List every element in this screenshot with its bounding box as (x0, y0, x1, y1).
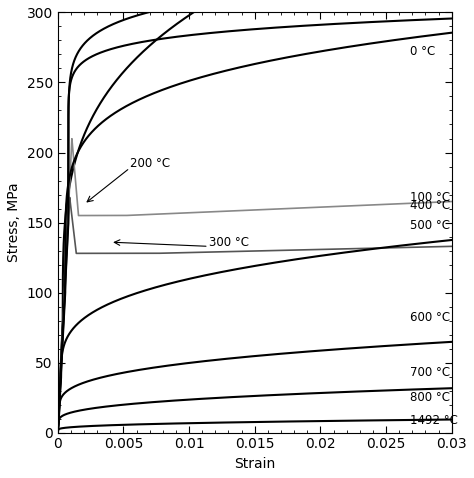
Text: 1492 °C: 1492 °C (410, 413, 457, 426)
Text: 500 °C: 500 °C (410, 219, 450, 232)
Text: 700 °C: 700 °C (410, 366, 450, 379)
Text: 400 °C: 400 °C (410, 199, 450, 212)
Text: 300 °C: 300 °C (209, 236, 249, 249)
Y-axis label: Stress, MPa: Stress, MPa (7, 183, 21, 262)
Text: 600 °C: 600 °C (410, 311, 450, 324)
Text: 800 °C: 800 °C (410, 391, 450, 404)
Text: 200 °C: 200 °C (130, 157, 170, 170)
Text: 100 °C: 100 °C (410, 191, 450, 204)
Text: 0 °C: 0 °C (410, 45, 435, 58)
X-axis label: Strain: Strain (234, 457, 275, 471)
